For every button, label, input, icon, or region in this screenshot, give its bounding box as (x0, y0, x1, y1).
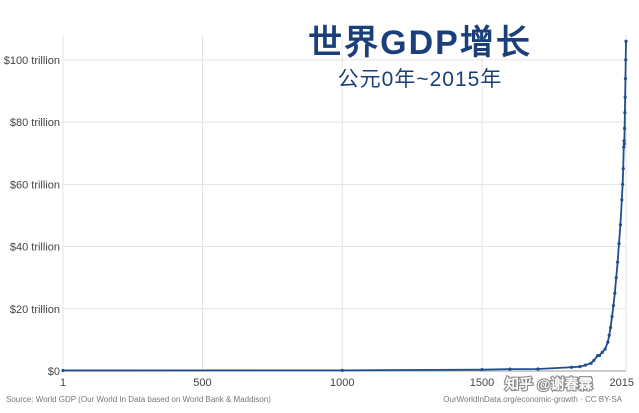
data-point (536, 367, 539, 370)
axis-layer: $0 $20 trillion $40 trillion $60 trillion $8… (4, 55, 634, 389)
data-point (622, 145, 625, 148)
data-point (508, 368, 511, 371)
data-point (612, 304, 615, 307)
data-point (570, 366, 573, 369)
data-point (61, 369, 64, 372)
source-note: Source: World GDP (Our World In Data bas… (6, 395, 271, 404)
x-tick-label: 1500 (470, 377, 494, 389)
data-point (610, 315, 613, 318)
data-point (584, 363, 587, 366)
data-point (603, 348, 606, 351)
data-point (616, 261, 619, 264)
data-point (592, 359, 595, 362)
data-point (598, 354, 601, 357)
chart-title: 世界GDP增长 (308, 24, 532, 62)
data-point (609, 326, 612, 329)
data-point (608, 334, 611, 337)
data-point (619, 223, 622, 226)
watermark: 知乎 @谢春霖 (505, 376, 593, 392)
data-point (480, 368, 483, 371)
license-note: OurWorldInData.org/economic-growth · CC … (443, 395, 622, 404)
data-point (623, 142, 626, 145)
data-point (624, 40, 627, 43)
y-tick-label: $60 trillion (10, 179, 60, 191)
data-point (601, 351, 604, 354)
y-tick-label: $20 trillion (10, 304, 60, 316)
y-tick-label: $0 (48, 366, 60, 378)
x-tick-label: 1000 (330, 377, 354, 389)
y-tick-label: $40 trillion (10, 242, 60, 254)
data-point (624, 58, 627, 61)
data-point (621, 183, 624, 186)
data-point (613, 292, 616, 295)
data-point (622, 139, 625, 142)
data-point (620, 198, 623, 201)
x-tick-label: 500 (193, 377, 211, 389)
data-point (623, 111, 626, 114)
data-point (624, 96, 627, 99)
x-tick-label: 1 (60, 377, 66, 389)
data-point (606, 340, 609, 343)
data-point (622, 167, 625, 170)
data-point (578, 365, 581, 368)
data-point (624, 77, 627, 80)
x-tick-label: 2015 (610, 377, 634, 389)
data-point (615, 276, 618, 279)
data-point (589, 362, 592, 365)
y-tick-label: $100 trillion (4, 55, 60, 67)
chart-subtitle: 公元0年~2015年 (338, 68, 503, 91)
data-point (617, 242, 620, 245)
data-point (341, 369, 344, 372)
data-point (623, 127, 626, 130)
y-tick-label: $80 trillion (10, 117, 60, 129)
